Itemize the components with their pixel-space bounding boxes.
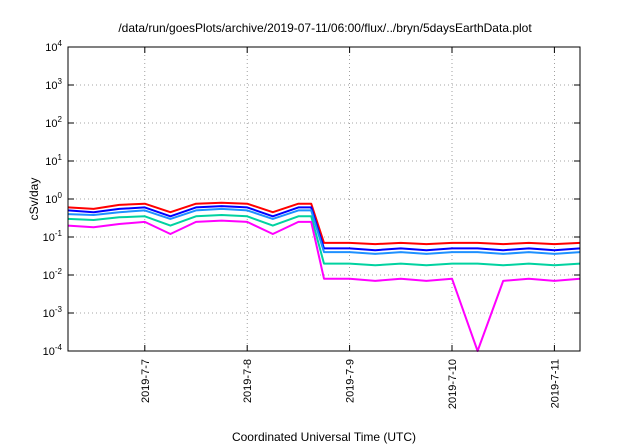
y-tick-label: 104 xyxy=(45,39,62,54)
x-tick-label: 2019-7-9 xyxy=(345,359,357,403)
y-tick-label: 10-2 xyxy=(43,267,63,282)
x-tick-label: 2019-7-10 xyxy=(447,359,459,409)
x-tick-label: 2019-7-8 xyxy=(242,359,254,403)
y-tick-label: 100 xyxy=(45,191,62,206)
x-axis-label: Coordinated Universal Time (UTC) xyxy=(232,430,416,444)
y-tick-label: 101 xyxy=(45,153,62,168)
y-tick-label: 103 xyxy=(45,77,62,92)
series-line xyxy=(67,219,581,352)
series-line xyxy=(67,207,581,255)
series-line xyxy=(67,201,581,246)
y-tick-label: 102 xyxy=(45,115,62,130)
y-tick-label: 10-1 xyxy=(43,229,63,244)
y-axis: 10-4 10-3 10-2 10-1 100 101 102 103 104 xyxy=(43,39,580,358)
grid xyxy=(68,47,580,351)
y-tick-label: 10-3 xyxy=(43,305,63,320)
chart-title: /data/run/goesPlots/archive/2019-07-11/0… xyxy=(118,21,532,35)
y-tick-label: 10-4 xyxy=(43,343,63,358)
series-line xyxy=(67,214,581,267)
x-axis: 2019-7-7 2019-7-8 2019-7-9 2019-7-10 2019-7-… xyxy=(140,47,561,409)
y-axis-label: cSv/day xyxy=(27,178,41,221)
x-tick-label: 2019-7-7 xyxy=(140,359,152,403)
x-tick-label: 2019-7-11 xyxy=(549,359,561,408)
series-group xyxy=(67,201,581,352)
